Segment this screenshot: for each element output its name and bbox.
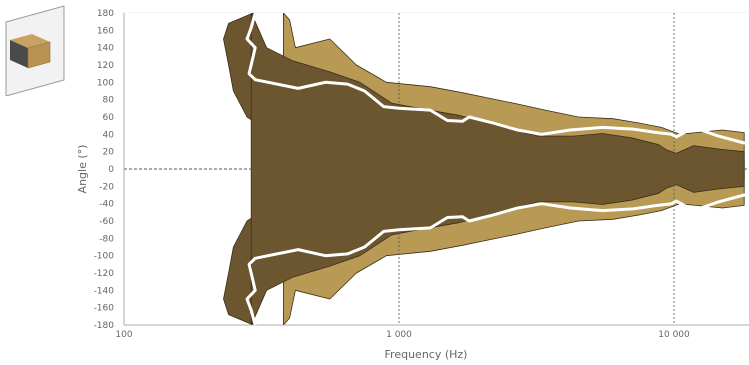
- y-tick-label: 160: [97, 26, 114, 36]
- y-tick-label: 120: [97, 61, 114, 71]
- y-tick-label: 140: [97, 44, 114, 54]
- y-tick-label: -80: [99, 234, 114, 244]
- y-tick-label: 80: [103, 96, 115, 106]
- y-tick-label: 60: [103, 113, 115, 123]
- y-tick-label: 180: [97, 9, 114, 19]
- y-tick-labels: 180 160 140 120 100 80 60 40 20 0 -20 -40 -60 -80 -100…: [94, 9, 115, 331]
- y-tick-label: 40: [103, 130, 115, 140]
- y-tick-label: -40: [99, 200, 114, 210]
- speaker-cabinet-icon: [5, 5, 65, 96]
- y-tick-label: -60: [99, 217, 114, 227]
- x-tick-label: 1 000: [386, 330, 412, 340]
- y-axis-label: Angle (°): [76, 145, 89, 194]
- y-tick-label: -100: [94, 252, 115, 262]
- contour-line-lower: [245, 193, 746, 325]
- x-axis-label: Frequency (Hz): [385, 348, 468, 361]
- major-grid: [123, 13, 749, 326]
- y-tick-label: 20: [103, 148, 115, 158]
- y-tick-label: 0: [108, 165, 114, 175]
- x-tick-label: 10 000: [658, 330, 690, 340]
- contour-line-upper: [245, 13, 746, 145]
- y-tick-label: 100: [97, 78, 114, 88]
- y-tick-label: -160: [94, 304, 115, 314]
- x-tick-label: 100: [115, 330, 132, 340]
- y-tick-label: -120: [94, 269, 115, 279]
- y-tick-label: -20: [99, 182, 114, 192]
- contour-lines: [245, 13, 746, 325]
- y-tick-label: -140: [94, 286, 115, 296]
- x-tick-labels: 100 1 000 10 000: [115, 330, 690, 340]
- y-tick-label: -180: [94, 321, 115, 331]
